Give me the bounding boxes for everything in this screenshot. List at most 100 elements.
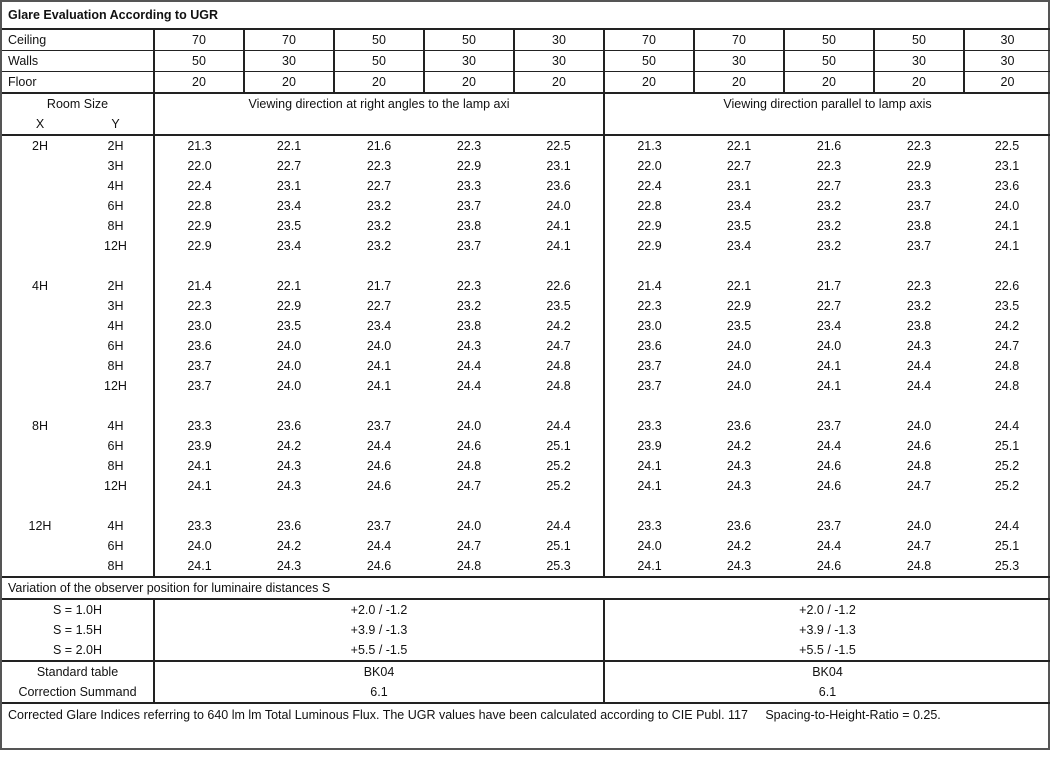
reflectance-value: 20 <box>874 71 965 94</box>
spacer <box>2 256 155 276</box>
ugr-value: 23.7 <box>187 359 212 373</box>
ugr-value: 24.8 <box>994 359 1020 373</box>
room-x-value <box>2 436 78 456</box>
ugr-value: 23.6 <box>637 339 662 353</box>
ugr-value: 23.4 <box>726 239 752 253</box>
ugr-value: 24.8 <box>906 559 932 573</box>
room-y-value: 8H <box>78 216 155 236</box>
ugr-value: 24.0 <box>187 539 212 553</box>
ugr-value: 22.4 <box>187 179 212 193</box>
reflectance-value: 20 <box>694 71 785 94</box>
reflectance-value: 70 <box>244 28 335 51</box>
ugr-value: 24.8 <box>906 459 932 473</box>
ugr-value: 23.7 <box>366 519 392 533</box>
ugr-data-row: 12H 24.1 24.3 24.6 24.7 25.2 24.1 24.3 24.6 24.7 2… <box>2 476 1050 496</box>
ugr-value: 24.6 <box>366 459 392 473</box>
variation-parallel: +2.0 / -1.2 <box>799 603 856 617</box>
room-x-value <box>2 296 78 316</box>
room-y-label: Y <box>78 114 155 136</box>
ugr-value: 23.5 <box>276 219 302 233</box>
ugr-value: 24.3 <box>726 479 752 493</box>
ugr-data-row: 3H 22.0 22.7 22.3 22.9 23.1 22.0 22.7 22.3 22.9 23… <box>2 156 1050 176</box>
ugr-value: 24.0 <box>726 339 752 353</box>
reflectance-row-floor: Floor 20 20 20 20 20 20 20 20 20 20 <box>2 71 1050 94</box>
room-x-label: X <box>2 114 78 136</box>
room-y-value: 6H <box>78 336 155 356</box>
ugr-value: 23.6 <box>994 179 1020 193</box>
ugr-value: 24.7 <box>906 539 932 553</box>
ugr-value: 24.1 <box>637 559 662 573</box>
reflectance-value: 50 <box>334 28 425 51</box>
variation-title: Variation of the observer position for l… <box>2 576 1050 600</box>
ugr-value: 23.6 <box>514 176 605 196</box>
ugr-value: 23.7 <box>637 359 662 373</box>
ugr-value: 23.7 <box>816 419 842 433</box>
ugr-value: 23.4 <box>366 319 392 333</box>
ugr-value: 21.7 <box>366 279 392 293</box>
ugr-value: 24.7 <box>514 336 605 356</box>
ugr-value: 21.4 <box>637 279 662 293</box>
ugr-value: 22.3 <box>816 159 842 173</box>
ugr-value: 24.6 <box>456 439 482 453</box>
ugr-value: 23.8 <box>456 319 482 333</box>
ugr-data-row: 6H 24.0 24.2 24.4 24.7 25.1 24.0 24.2 24.4 24.7 25… <box>2 536 1050 556</box>
reflectance-value: 50 <box>784 28 875 51</box>
room-y-value: 4H <box>78 316 155 336</box>
ugr-value: 23.8 <box>906 319 932 333</box>
ugr-data-row: 4H 2H 21.4 22.1 21.7 22.3 22.6 21.4 22.1 21.7 22.3… <box>2 276 1050 296</box>
ugr-value: 22.5 <box>514 135 605 156</box>
ugr-value: 21.3 <box>637 139 662 153</box>
ugr-value: 23.7 <box>906 239 932 253</box>
reflectance-value: 30 <box>964 50 1050 72</box>
ugr-value: 23.7 <box>637 379 662 393</box>
ugr-value: 24.4 <box>816 539 842 553</box>
variation-right-angles: +5.5 / -1.5 <box>154 640 605 661</box>
standard-label: Standard table <box>2 660 155 682</box>
ugr-value: 24.1 <box>637 479 662 493</box>
ugr-value: 24.8 <box>456 559 482 573</box>
spacer-row <box>2 256 1050 276</box>
ugr-value: 24.4 <box>906 379 932 393</box>
ugr-value: 23.7 <box>366 419 392 433</box>
reflectance-label: Floor <box>2 71 155 94</box>
standard-parallel: 6.1 <box>818 685 837 699</box>
ugr-value: 25.3 <box>514 556 605 577</box>
ugr-value: 22.9 <box>637 239 662 253</box>
ugr-value: 23.5 <box>726 319 752 333</box>
ugr-value: 24.6 <box>816 559 842 573</box>
ugr-value: 23.7 <box>456 199 482 213</box>
ugr-value: 25.2 <box>514 456 605 476</box>
ugr-value: 22.0 <box>187 159 212 173</box>
variation-row: S = 1.5H +3.9 / -1.3 +3.9 / -1.3 <box>2 620 1050 640</box>
ugr-value: 24.1 <box>514 216 605 236</box>
ugr-value: 24.4 <box>906 359 932 373</box>
room-x-value <box>2 176 78 196</box>
ugr-value: 24.1 <box>994 219 1020 233</box>
ugr-value: 23.2 <box>816 239 842 253</box>
ugr-value: 22.3 <box>906 279 932 293</box>
ugr-value: 24.4 <box>456 379 482 393</box>
ugr-value: 23.9 <box>637 439 662 453</box>
ugr-value: 24.2 <box>726 439 752 453</box>
reflectance-value: 70 <box>604 28 695 51</box>
ugr-value: 24.7 <box>456 479 482 493</box>
ugr-value: 24.4 <box>514 516 605 536</box>
ugr-value: 22.7 <box>816 179 842 193</box>
title-row: Glare Evaluation According to UGR <box>2 2 1050 30</box>
ugr-value: 23.3 <box>637 419 662 433</box>
ugr-value: 25.2 <box>994 459 1020 473</box>
ugr-value: 22.9 <box>726 299 752 313</box>
spacer-row <box>2 396 1050 416</box>
spacing-label: S = 1.5H <box>2 620 155 640</box>
ugr-value: 24.8 <box>514 356 605 376</box>
ugr-value: 23.2 <box>366 219 392 233</box>
spacer <box>2 396 155 416</box>
ugr-value: 22.9 <box>906 159 932 173</box>
ugr-value: 24.3 <box>726 459 752 473</box>
ugr-value: 23.7 <box>906 199 932 213</box>
ugr-value: 24.0 <box>276 339 302 353</box>
ugr-value: 24.3 <box>276 459 302 473</box>
ugr-data-row: 12H 4H 23.3 23.6 23.7 24.0 24.4 23.3 23.6 23.7 24.… <box>2 516 1050 536</box>
ugr-value: 25.3 <box>994 559 1020 573</box>
ugr-value: 24.0 <box>726 379 752 393</box>
